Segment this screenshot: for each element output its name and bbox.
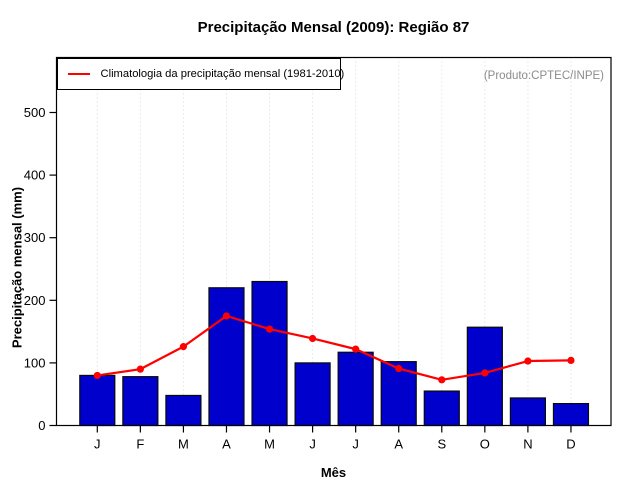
climatology-point bbox=[438, 376, 446, 384]
x-tick-label: J bbox=[352, 437, 359, 452]
y-tick-label: 100 bbox=[24, 355, 46, 370]
y-tick-label: 0 bbox=[38, 418, 45, 433]
climatology-point bbox=[136, 365, 144, 373]
y-tick-label: 400 bbox=[24, 168, 46, 183]
climatology-point bbox=[395, 364, 403, 373]
climatology-point bbox=[352, 345, 360, 353]
bar bbox=[423, 390, 460, 427]
bar bbox=[251, 280, 288, 427]
chart-title: Precipitação Mensal (2009): Região 87 bbox=[197, 19, 470, 36]
x-tick-label: N bbox=[523, 437, 532, 452]
y-tick-label: 300 bbox=[24, 230, 46, 245]
x-tick-label: D bbox=[566, 437, 575, 452]
climatology-point bbox=[93, 371, 101, 380]
bar bbox=[552, 402, 590, 427]
x-tick-label: J bbox=[309, 437, 316, 452]
climatology-point bbox=[222, 312, 231, 320]
bar bbox=[122, 376, 159, 427]
bar bbox=[208, 287, 245, 427]
x-tick-label: O bbox=[480, 437, 490, 452]
bar bbox=[509, 397, 546, 427]
legend-label: Climatologia da precipitação mensal (198… bbox=[100, 67, 345, 80]
legend: Climatologia da precipitação mensal (198… bbox=[56, 57, 344, 90]
x-tick-label: S bbox=[437, 437, 446, 452]
x-tick-label: M bbox=[264, 437, 275, 452]
legend-line-icon bbox=[67, 72, 90, 75]
source-annotation: (Produto:CPTEC/INPE) bbox=[483, 70, 604, 82]
x-tick-label: J bbox=[94, 437, 101, 452]
y-tick-label: 500 bbox=[24, 105, 46, 120]
x-tick-label: M bbox=[178, 437, 189, 452]
climatology-point bbox=[481, 369, 489, 377]
y-axis-title: Precipitação mensal (mm) bbox=[9, 186, 25, 349]
climatology-point bbox=[179, 343, 188, 351]
bar bbox=[165, 394, 202, 427]
climatology-point bbox=[309, 334, 317, 343]
x-tick-label: F bbox=[136, 437, 144, 452]
climatology-line bbox=[97, 314, 571, 381]
bar bbox=[79, 374, 116, 427]
x-axis-title: Mês bbox=[320, 465, 347, 480]
x-tick-label: A bbox=[222, 437, 231, 452]
bar bbox=[294, 362, 331, 427]
climatology-point bbox=[567, 356, 575, 364]
y-tick-label: 200 bbox=[24, 293, 46, 308]
climatology-point bbox=[265, 325, 274, 333]
climatology-point bbox=[524, 357, 532, 365]
bar bbox=[337, 351, 374, 427]
x-tick-label: A bbox=[394, 437, 403, 452]
